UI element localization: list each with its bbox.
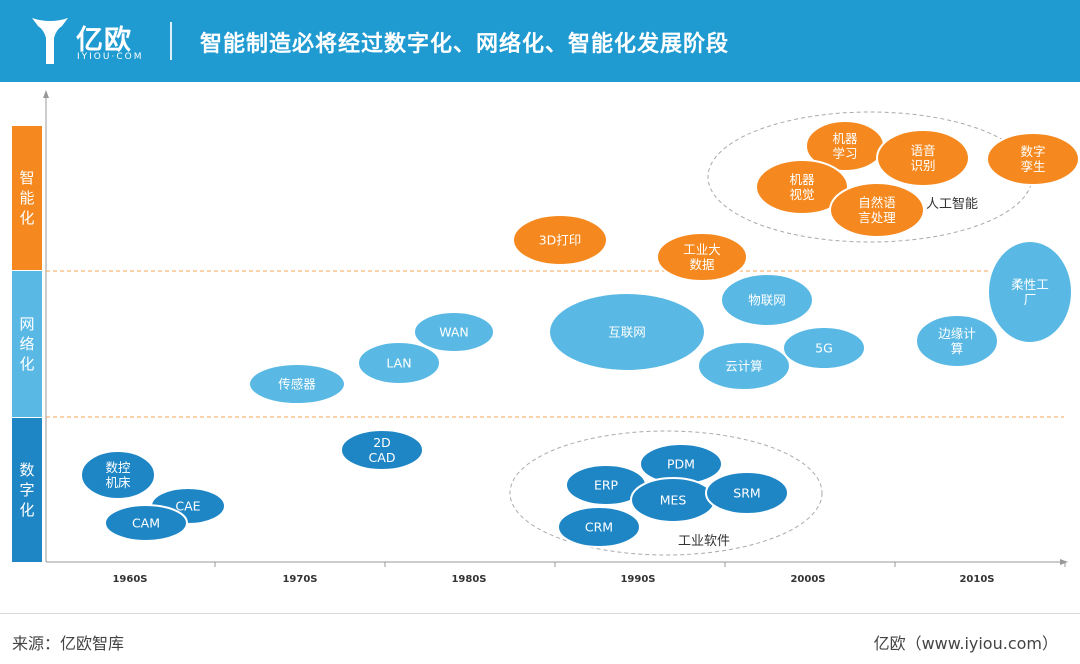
logo-subtext: IYIOU·COM (77, 52, 144, 62)
source-note: 来源：亿欧智库 (12, 634, 125, 653)
bubble: 互联网 (548, 292, 706, 372)
x-axis-tick-label: 2000S (790, 574, 825, 585)
bubble-shape (357, 341, 441, 385)
bubble-shape (104, 504, 188, 542)
bubble: 数字孪生 (986, 132, 1080, 186)
bubble-label: CAE (175, 499, 200, 514)
bubble-label: 互联网 (608, 325, 646, 340)
bubble-label: 自然语言处理 (858, 195, 896, 225)
bubble-label: 云计算 (725, 359, 763, 374)
bubble: MES (630, 477, 716, 523)
bubble: WAN (413, 311, 495, 353)
bubble-shape (782, 326, 866, 370)
bubble: 5G (782, 326, 866, 370)
bubble-label: 物联网 (748, 293, 786, 308)
bubble: 传感器 (248, 363, 346, 405)
bubble-label: 5G (815, 341, 833, 356)
bubble: CRM (557, 506, 641, 548)
stage-label-network: 网络化 (12, 271, 42, 417)
bubble-label: PDM (667, 457, 695, 472)
x-axis-tick-label: 1970S (282, 574, 317, 585)
bubble: SRM (705, 471, 789, 515)
group-outline-industrial-software (509, 430, 823, 556)
bubble: 语音识别 (876, 129, 970, 187)
header-divider (170, 22, 172, 60)
bubble: 工业大数据 (656, 232, 748, 282)
bubble-shape (705, 471, 789, 515)
bubble-shape (915, 314, 999, 368)
bubble-shape (697, 341, 791, 391)
bubble-label: 数控机床 (105, 460, 131, 490)
bubble-shape (876, 129, 970, 187)
bubble-label: CRM (585, 520, 613, 535)
bubble-label: 2D CAD (369, 435, 396, 465)
bubble-shape (986, 132, 1080, 186)
bubble: 3D打印 (512, 214, 608, 266)
footer-brand: 亿欧（www.iyiou.com） (873, 634, 1058, 653)
bubble: 边缘计算 (915, 314, 999, 368)
bubble: CAM (104, 504, 188, 542)
bubble-shape (557, 506, 641, 548)
bubble-shape (413, 311, 495, 353)
bubble-label: 机器学习 (832, 131, 858, 161)
bubble-shape (548, 292, 706, 372)
bubble: 自然语言处理 (829, 182, 925, 238)
x-axis-tick-label: 1990S (620, 574, 655, 585)
x-axis-tick-label: 1980S (451, 574, 486, 585)
logo-icon (32, 18, 68, 64)
development-chart: 1960S 1970S 1980S 1990S 2000S 2010S 数控机床 CAE CA… (43, 90, 1080, 585)
bubble: 云计算 (697, 341, 791, 391)
bubble-shape (987, 240, 1073, 344)
stage-label-intelligent: 智能化 (12, 126, 42, 270)
bubble-shape (80, 450, 156, 500)
logo-text: 亿欧 (76, 25, 132, 56)
group-label-industrial-software: 工业软件 (678, 534, 730, 549)
bubble-label: LAN (386, 356, 411, 371)
x-axis-tick-label: 1960S (112, 574, 147, 585)
stage-label-digital: 数字化 (12, 418, 42, 562)
bubble-shape (720, 273, 814, 327)
x-axis-tick-label: 2010S (959, 574, 994, 585)
x-axis-ticks: 1960S 1970S 1980S 1990S 2000S 2010S (112, 562, 1066, 585)
bubble-label: ERP (594, 478, 619, 493)
footer-divider (0, 613, 1080, 614)
bubble-label: WAN (439, 325, 469, 340)
bubble-label: 数字孪生 (1020, 144, 1045, 174)
bubble-label: 语音识别 (910, 143, 935, 173)
bubble-shape (248, 363, 346, 405)
bubble-label: 工业大数据 (683, 242, 721, 272)
bubble: LAN (357, 341, 441, 385)
bubble-shape (340, 429, 424, 471)
bubble-shape (755, 159, 849, 215)
bubble: 数控机床 (80, 450, 156, 500)
y-axis-arrow (43, 90, 49, 98)
bubble: 柔性工厂 (987, 240, 1073, 344)
page-title: 智能制造必将经过数字化、网络化、智能化发展阶段 (200, 32, 730, 57)
bubble: 物联网 (720, 273, 814, 327)
bubble-label: SRM (733, 486, 760, 501)
bubble-label: CAM (132, 516, 160, 531)
x-axis-arrow (1060, 559, 1068, 565)
bubble-shape (512, 214, 608, 266)
bubble: 机器学习 (805, 120, 885, 172)
group-label-ai: 人工智能 (926, 197, 978, 212)
bubble: ERP (565, 464, 647, 506)
bubble-label: 3D打印 (539, 233, 582, 248)
bubble-label: 柔性工厂 (1011, 277, 1049, 307)
bubbles-layer: 数控机床 CAE CAM 2D CAD ERP PDM MES SRM CRM 传感器 LAN WAN 互… (80, 120, 1080, 548)
bubble-label: 机器视觉 (789, 172, 815, 202)
bubble-shape (656, 232, 748, 282)
bubble: PDM (639, 443, 723, 485)
bubble: 机器视觉 (755, 159, 849, 215)
header-banner: 亿欧 IYIOU·COM 智能制造必将经过数字化、网络化、智能化发展阶段 (0, 0, 1080, 82)
bubble-label: 边缘计算 (938, 326, 976, 356)
bubble: 2D CAD (340, 429, 424, 471)
bubble-shape (829, 182, 925, 238)
bubble-label: MES (660, 493, 687, 508)
bubble-label: 传感器 (278, 377, 316, 392)
